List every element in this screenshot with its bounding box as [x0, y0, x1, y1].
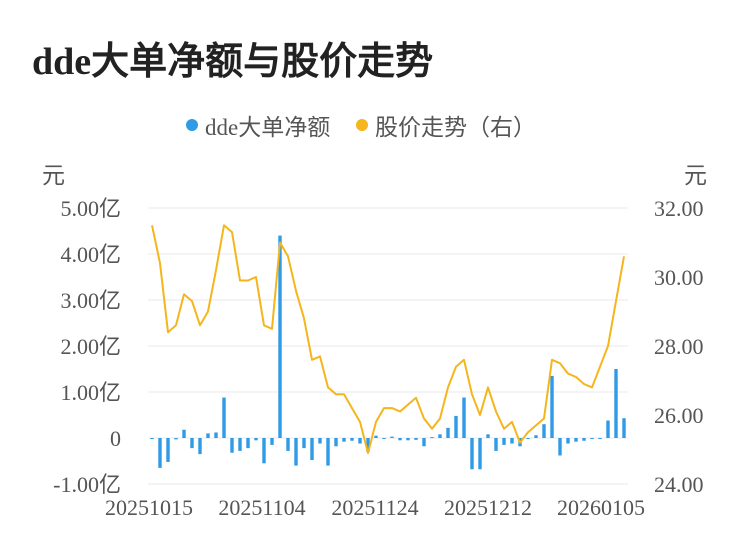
bar — [174, 438, 178, 440]
price-line — [151, 224, 625, 454]
bar — [166, 438, 170, 462]
legend-item-dde[interactable]: dde大单净额 — [186, 108, 330, 142]
bar — [390, 436, 394, 438]
bar — [262, 438, 266, 464]
x-tick-label: 20251015 — [105, 495, 193, 520]
bar — [222, 397, 226, 438]
legend-label-dde: dde大单净额 — [205, 115, 331, 140]
bar — [526, 438, 530, 439]
bar — [158, 438, 162, 468]
bar — [470, 438, 474, 470]
bar — [182, 429, 186, 438]
bar — [582, 438, 586, 441]
left-axis-unit: 元 — [42, 163, 65, 188]
bar — [326, 438, 330, 466]
bar — [342, 438, 346, 442]
bar — [534, 435, 538, 438]
bar — [462, 397, 466, 438]
bar — [422, 438, 426, 447]
bar — [406, 438, 410, 441]
bar — [430, 437, 434, 439]
bar — [382, 438, 386, 439]
legend-label-price: 股价走势（右） — [375, 115, 536, 140]
bar — [310, 438, 314, 461]
bar — [318, 438, 322, 444]
bar — [454, 415, 458, 438]
bar — [614, 369, 618, 438]
y-left-tick-label: 3.00亿 — [60, 288, 121, 313]
bar — [238, 438, 242, 451]
x-tick-label: 20251124 — [331, 495, 418, 520]
legend: dde大单净额 股价走势（右） — [0, 108, 750, 142]
bar — [294, 438, 298, 466]
y-left-tick-label: -1.00亿 — [53, 472, 121, 497]
right-axis-unit: 元 — [684, 163, 707, 188]
y-left-tick-label: 2.00亿 — [60, 334, 121, 359]
bar — [214, 432, 218, 438]
bar — [598, 438, 602, 439]
y-right-tick-label: 24.00 — [654, 472, 704, 497]
bar — [334, 438, 338, 447]
bar — [558, 438, 562, 456]
bar — [366, 438, 370, 452]
bar — [622, 418, 626, 438]
bar — [574, 438, 578, 442]
bar — [446, 427, 450, 438]
bar — [590, 438, 594, 439]
bar — [302, 438, 306, 449]
bar — [486, 434, 490, 438]
chart-title: dde大单净额与股价走势 — [32, 41, 434, 83]
y-right-tick-label: 32.00 — [654, 196, 704, 221]
y-right-tick-label: 28.00 — [654, 334, 704, 359]
x-tick-label: 20260105 — [557, 495, 645, 520]
bar — [286, 438, 290, 451]
bar — [510, 438, 514, 444]
bar — [230, 438, 234, 453]
legend-dot-icon — [186, 119, 198, 131]
bar — [542, 424, 546, 438]
bar — [606, 420, 610, 438]
bar — [502, 438, 506, 445]
bar — [358, 438, 362, 444]
bar — [566, 438, 570, 444]
y-left-tick-label: 1.00亿 — [60, 380, 121, 405]
bar — [254, 438, 258, 441]
y-left-tick-label: 5.00亿 — [60, 196, 121, 221]
x-tick-label: 20251212 — [444, 495, 532, 520]
bar — [206, 433, 210, 438]
bar — [478, 438, 482, 470]
bar — [494, 438, 498, 451]
y-left-tick-label: 0 — [110, 426, 121, 451]
bar — [398, 438, 402, 441]
bar — [190, 438, 194, 449]
x-tick-label: 20251104 — [218, 495, 305, 520]
bar — [350, 438, 354, 441]
bar — [374, 435, 378, 438]
bar — [414, 438, 418, 440]
bar — [278, 235, 282, 438]
bar — [270, 438, 274, 445]
bar — [150, 438, 154, 439]
bar — [198, 438, 202, 455]
bar — [246, 438, 250, 449]
bar — [550, 375, 554, 438]
legend-item-price[interactable]: 股价走势（右） — [356, 108, 536, 142]
legend-dot-icon — [356, 119, 368, 131]
y-right-tick-label: 26.00 — [654, 403, 704, 428]
y-right-tick-label: 30.00 — [654, 265, 704, 290]
y-left-tick-label: 4.00亿 — [60, 242, 121, 267]
bar — [438, 434, 442, 438]
